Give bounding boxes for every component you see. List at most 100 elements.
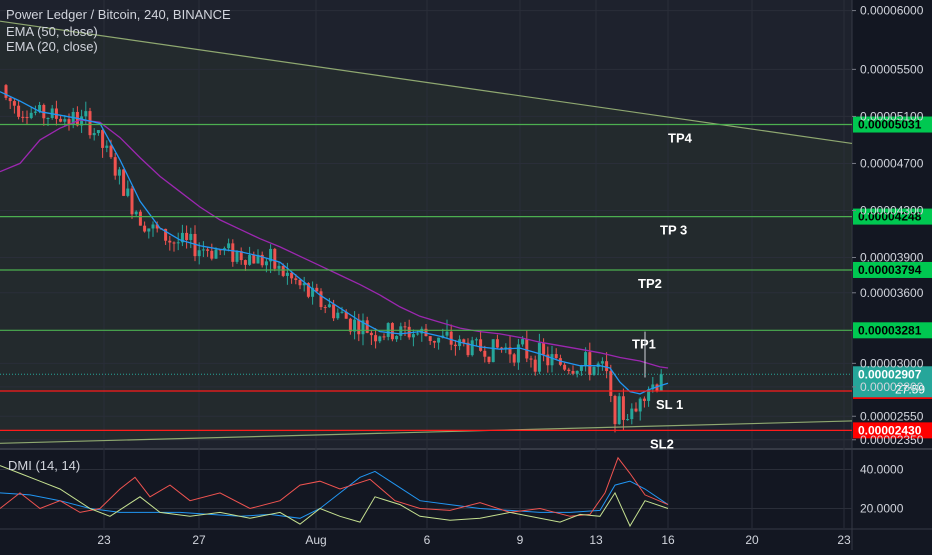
candle-body: [588, 352, 592, 375]
ema50-line: [0, 119, 669, 369]
candle-body: [239, 251, 243, 261]
candle-body: [206, 249, 210, 251]
candle-body: [327, 304, 331, 308]
candle-body: [420, 328, 424, 334]
price-tick-label: 0.00004700: [860, 156, 924, 170]
candle-body: [172, 242, 176, 244]
price-pane: [0, 0, 852, 448]
candle-body: [214, 249, 218, 259]
candle-body: [197, 250, 201, 257]
candle-body: [185, 232, 189, 240]
candle-body: [8, 97, 12, 102]
candle-body: [235, 251, 239, 262]
candle-body: [269, 248, 273, 262]
candle-body: [33, 111, 37, 113]
candle-body: [323, 307, 327, 309]
price-tick-label: 0.00004300: [860, 203, 924, 217]
candle-body: [332, 304, 336, 319]
candle-body: [340, 311, 344, 313]
candle-body: [466, 342, 470, 356]
candle-body: [382, 336, 386, 338]
candle-body: [29, 112, 33, 118]
level-price-text: 0.00004248: [858, 210, 922, 224]
candle-body: [294, 278, 298, 280]
candle-body: [403, 326, 407, 328]
time-tick-label: 13: [589, 533, 603, 547]
candle-body: [319, 291, 323, 308]
candle-body: [521, 339, 525, 345]
candle-body: [189, 233, 193, 240]
candle-body: [176, 242, 180, 244]
bar-countdown: 27:59: [895, 382, 925, 396]
ema20-legend: EMA (20, close): [6, 39, 98, 54]
candle-body: [298, 279, 302, 286]
candle-body: [117, 169, 121, 176]
candle-body: [126, 188, 130, 196]
candle-body: [63, 119, 67, 122]
candle-body: [642, 398, 646, 401]
candle-body: [537, 342, 541, 372]
dmi-tick-label: 20.0000: [860, 502, 904, 516]
candle-body: [390, 323, 394, 340]
price-tick-label: 0.00003000: [860, 356, 924, 370]
candle-body: [487, 356, 491, 363]
candle-body: [638, 398, 642, 412]
candle-body: [584, 352, 588, 366]
candle-body: [155, 224, 159, 229]
price-tick-label: 0.00002800: [860, 380, 924, 394]
price-tick-label: 0.00002350: [860, 433, 924, 447]
candle-body: [138, 211, 142, 226]
candle-body: [281, 265, 285, 276]
price-tick-label: 0.00003600: [860, 286, 924, 300]
candle-body: [416, 333, 420, 335]
level-price-box: [853, 261, 932, 278]
candle-body: [479, 339, 483, 351]
candle-body: [437, 337, 441, 343]
candle-body: [353, 319, 357, 332]
candle-body: [143, 225, 147, 232]
candle-body: [105, 145, 109, 148]
price-tick-label: 0.00002550: [860, 409, 924, 423]
candle-body: [542, 342, 546, 355]
candle-body: [449, 331, 453, 345]
candle-body: [609, 371, 613, 396]
candle-body: [46, 117, 50, 119]
candle-body: [231, 243, 235, 262]
candle-body: [630, 408, 634, 420]
candle-body: [227, 243, 231, 249]
candle-body: [546, 354, 550, 366]
time-tick-label: 16: [661, 533, 675, 547]
candle-body: [613, 395, 617, 425]
candle-body: [462, 339, 466, 343]
ema20-line: [0, 91, 669, 395]
candle-body: [500, 347, 504, 350]
triangle-fill: [0, 21, 852, 444]
candle-body: [483, 350, 487, 357]
candle-body: [495, 339, 499, 348]
time-tick-label: 6: [424, 533, 431, 547]
candle-body: [59, 118, 63, 122]
candle-body: [88, 111, 92, 136]
candle-body: [12, 101, 16, 106]
candle-body: [550, 354, 554, 366]
candle-body: [453, 344, 457, 347]
candle-body: [369, 332, 373, 336]
dmi-tick-label: 40.0000: [860, 463, 904, 477]
candle-body: [25, 117, 29, 119]
candle-body: [248, 255, 252, 265]
dmi-minus-line: [0, 465, 669, 528]
level-price-text: 0.00003794: [858, 263, 922, 277]
upper-trendline: [0, 20, 853, 145]
candle-body: [605, 361, 609, 372]
candle-body: [101, 130, 105, 148]
candle-body: [306, 283, 310, 297]
candle-body: [411, 334, 415, 338]
candle-body: [21, 116, 25, 118]
candle-body: [113, 157, 117, 176]
level-label: TP 3: [660, 223, 687, 238]
candle-body: [54, 108, 58, 119]
level-price-box: [853, 422, 932, 439]
candle-body: [621, 396, 625, 420]
dmi-adx-line: [0, 470, 669, 519]
